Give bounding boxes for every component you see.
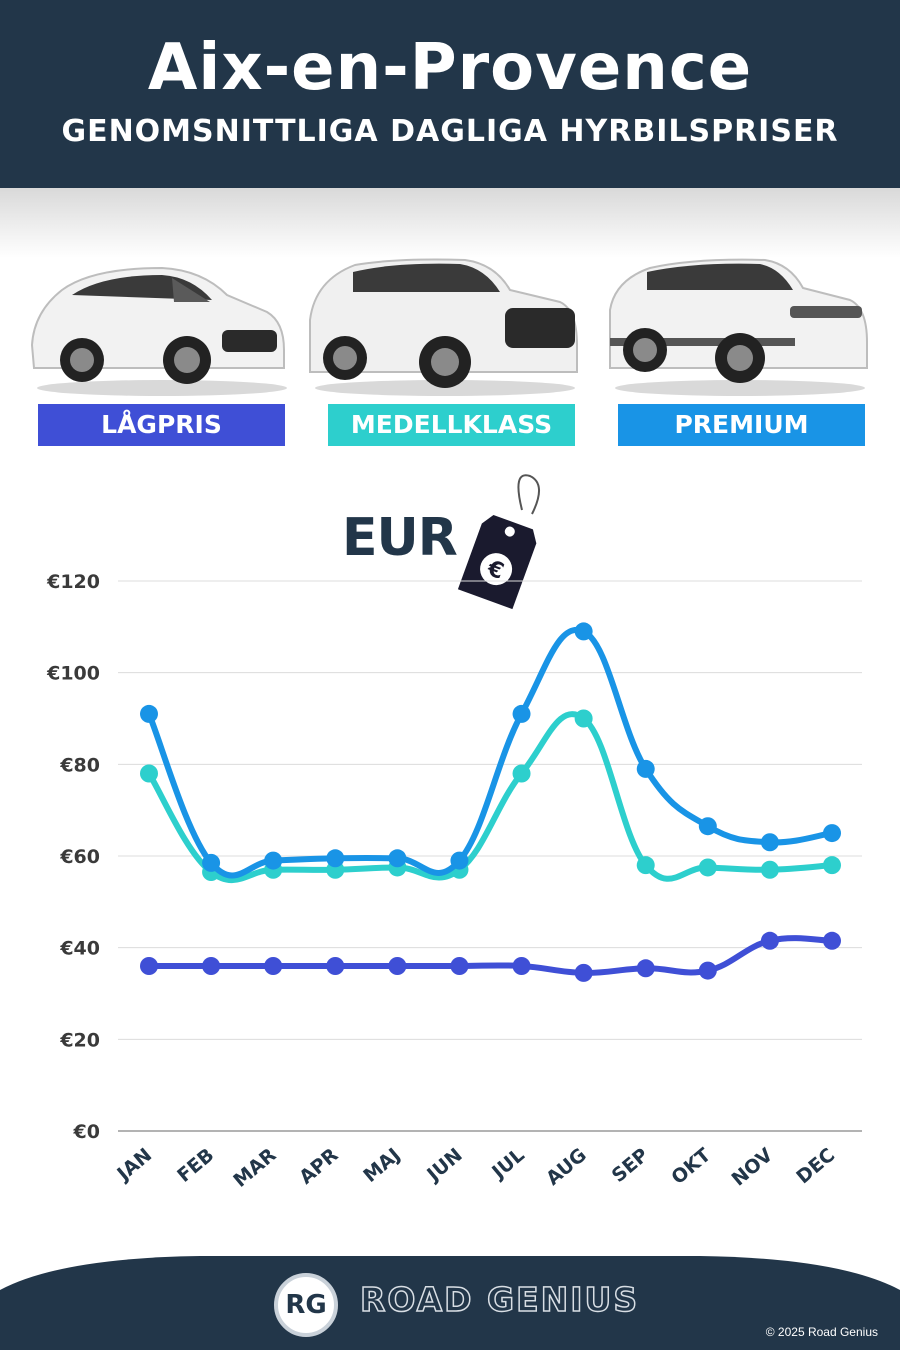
x-tick-label: APR [295,1144,343,1189]
data-point-2 [202,853,221,872]
y-tick-label: €60 [59,846,100,868]
y-tick-label: €120 [46,571,100,593]
data-point-2 [698,817,717,836]
x-tick-label: JAN [112,1144,157,1186]
road-genius-logo: RG [274,1273,338,1337]
economy-car-image [30,266,287,396]
data-point-1 [512,764,531,783]
x-tick-label: MAR [229,1144,280,1192]
data-point-0 [823,931,841,950]
brand-name: ROAD GENIUS [359,1279,640,1320]
series-line-0 [146,935,835,976]
y-tick-label: €20 [59,1029,100,1051]
header-banner: Aix-en-Provence GENOMSNITTLIGA DAGLIGA H… [0,0,900,188]
data-point-1 [698,858,717,877]
x-tick-label: JUN [422,1144,467,1187]
x-tick-label: FEB [173,1144,218,1187]
data-point-2 [574,622,593,641]
data-point-2 [823,824,841,843]
data-point-2 [140,704,158,723]
data-point-2 [450,851,469,870]
footer-background [0,1256,900,1350]
data-point-1 [636,856,655,875]
svg-text:€: € [483,556,507,585]
x-tick-label: MAJ [359,1144,404,1187]
data-point-2 [326,849,345,868]
category-badge-premium: PREMIUM [618,404,865,446]
data-point-0 [512,957,531,975]
data-point-0 [698,961,717,980]
data-point-0 [264,957,283,975]
x-tick-label: DEC [792,1144,839,1188]
x-tick-label: NOV [728,1144,778,1191]
page-title: Aix-en-Provence [147,31,753,105]
y-tick-label: €100 [46,663,100,685]
y-tick-label: €40 [59,938,100,960]
data-point-2 [512,704,531,723]
series-line-2 [146,626,835,879]
data-point-1 [760,860,779,879]
data-point-2 [388,849,407,868]
data-point-0 [450,957,469,975]
data-point-1 [823,856,841,875]
y-tick-label: €80 [59,754,100,776]
page-subtitle: GENOMSNITTLIGA DAGLIGA HYRBILSPRISER [61,114,839,149]
x-tick-label: AUG [542,1144,591,1190]
data-point-0 [202,957,221,975]
footer: RG ROAD GENIUS © 2025 Road Genius [0,1250,900,1350]
data-point-0 [636,959,655,978]
category-badge-budget: LÅGPRIS [38,404,285,446]
x-tick-label: JUL [487,1144,529,1184]
y-tick-label: €0 [73,1121,100,1143]
data-point-0 [388,957,407,975]
data-point-2 [264,851,283,870]
data-point-1 [140,764,158,783]
category-badge-midsize: MEDELLKLASS [328,404,575,446]
euro-price-tag-icon: € [457,474,540,610]
data-point-2 [636,759,655,778]
price-line-chart: €0 €20 €40 €60 €80 €100 €120 JAN FEB MAR APR MAJ JUN… [46,571,862,1192]
x-tick-label: OKT [667,1144,715,1189]
premium-suv-image [609,258,868,396]
x-tick-label: SEP [608,1144,653,1187]
copyright-text: © 2025 Road Genius [765,1325,878,1339]
data-point-1 [574,709,593,728]
midsize-suv-image [309,258,578,396]
header-shadow [0,188,900,258]
data-point-0 [140,957,158,975]
data-point-0 [760,931,779,950]
currency-label: EUR [342,508,458,568]
data-point-0 [326,957,345,975]
data-point-0 [574,963,593,982]
data-point-2 [760,833,779,852]
